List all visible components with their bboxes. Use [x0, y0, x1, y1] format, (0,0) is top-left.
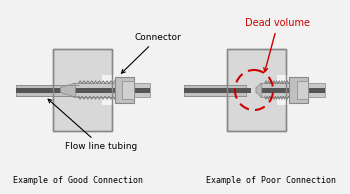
Text: Example of Poor Connection: Example of Poor Connection [206, 176, 336, 185]
Polygon shape [256, 83, 262, 97]
Bar [15, 87, 94, 93]
Bar [225, 85, 237, 95]
Polygon shape [60, 83, 75, 97]
Text: Connector: Connector [121, 33, 182, 73]
Bar [277, 75, 288, 105]
Bar [60, 87, 150, 93]
Bar [51, 85, 62, 95]
Bar [53, 49, 112, 131]
Bar [115, 77, 134, 103]
Bar [256, 87, 325, 93]
Bar [260, 83, 325, 97]
Bar [297, 81, 308, 99]
Text: Dead volume: Dead volume [245, 18, 310, 72]
Text: Example of Good Connection: Example of Good Connection [13, 176, 142, 185]
Bar [184, 85, 246, 95]
Bar [102, 75, 114, 105]
Bar [15, 85, 79, 95]
Bar [53, 49, 112, 131]
Bar [227, 49, 287, 131]
Bar [122, 81, 134, 99]
Bar [184, 87, 251, 93]
Bar [227, 49, 287, 131]
Text: Flow line tubing: Flow line tubing [48, 99, 138, 151]
Bar [289, 77, 308, 103]
Bar [74, 83, 150, 97]
